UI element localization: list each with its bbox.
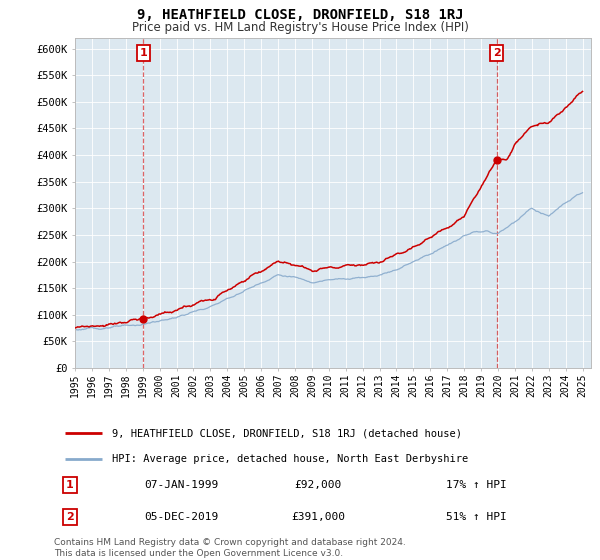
Text: 9, HEATHFIELD CLOSE, DRONFIELD, S18 1RJ (detached house): 9, HEATHFIELD CLOSE, DRONFIELD, S18 1RJ … [112,428,462,438]
Text: 07-JAN-1999: 07-JAN-1999 [144,480,218,490]
Text: Price paid vs. HM Land Registry's House Price Index (HPI): Price paid vs. HM Land Registry's House … [131,21,469,34]
Text: 2: 2 [493,48,500,58]
Text: 1: 1 [66,480,74,490]
Text: 05-DEC-2019: 05-DEC-2019 [144,512,218,522]
Text: Contains HM Land Registry data © Crown copyright and database right 2024.
This d: Contains HM Land Registry data © Crown c… [54,538,406,558]
Text: £92,000: £92,000 [295,480,341,490]
Text: 51% ↑ HPI: 51% ↑ HPI [446,512,507,522]
Text: £391,000: £391,000 [291,512,345,522]
Text: 2: 2 [66,512,74,522]
Text: 9, HEATHFIELD CLOSE, DRONFIELD, S18 1RJ: 9, HEATHFIELD CLOSE, DRONFIELD, S18 1RJ [137,8,463,22]
Text: 17% ↑ HPI: 17% ↑ HPI [446,480,507,490]
Text: HPI: Average price, detached house, North East Derbyshire: HPI: Average price, detached house, Nort… [112,454,469,464]
Text: 1: 1 [139,48,147,58]
